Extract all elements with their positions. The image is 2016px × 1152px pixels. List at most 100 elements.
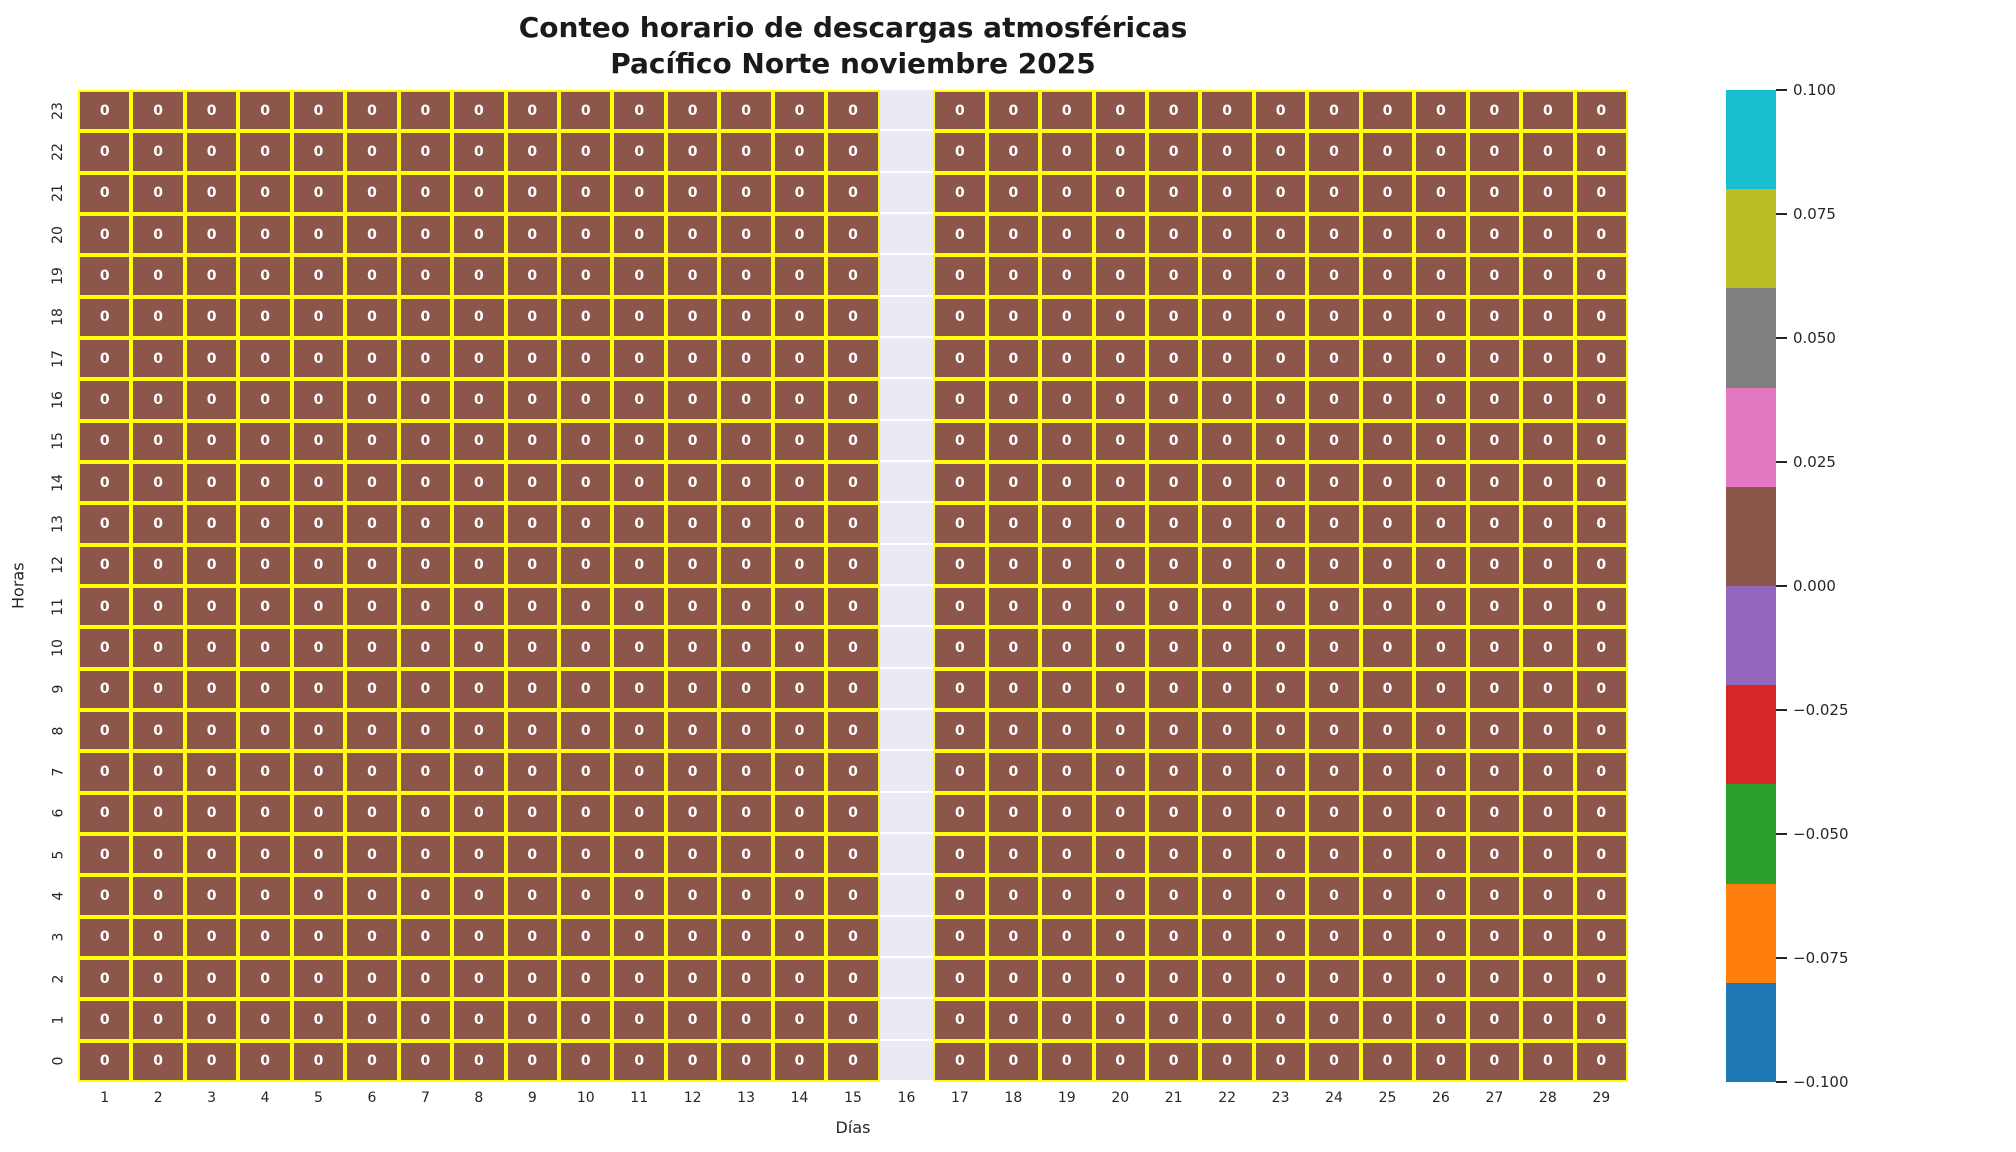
heatmap-cell: 0 bbox=[1200, 296, 1254, 338]
heatmap-cell: 0 bbox=[131, 461, 185, 504]
heatmap-cell: 0 bbox=[345, 172, 399, 214]
heatmap-cell: 0 bbox=[1360, 957, 1415, 1000]
colorbar-band bbox=[1726, 288, 1776, 388]
colorbar-tick-value: 0.025 bbox=[1793, 453, 1836, 471]
heatmap-cell: 0 bbox=[772, 999, 827, 1041]
heatmap-cell: 0 bbox=[665, 255, 720, 297]
heatmap-cell: 0 bbox=[1467, 999, 1522, 1041]
heatmap-cell: 0 bbox=[452, 627, 506, 669]
heatmap-cell: 0 bbox=[772, 751, 827, 793]
heatmap-cell: 0 bbox=[291, 131, 346, 173]
heatmap-cell: 0 bbox=[452, 999, 506, 1041]
heatmap-cell: 0 bbox=[986, 255, 1041, 297]
heatmap-cell: 0 bbox=[505, 875, 560, 917]
heatmap-cell-missing bbox=[879, 999, 934, 1041]
y-tick-label: 12 bbox=[49, 556, 66, 575]
heatmap-cell: 0 bbox=[1040, 1040, 1094, 1082]
heatmap-cell: 0 bbox=[826, 957, 880, 1000]
heatmap-cell: 0 bbox=[1360, 544, 1415, 586]
heatmap-cell: 0 bbox=[1146, 213, 1201, 256]
heatmap-cell: 0 bbox=[1093, 792, 1147, 834]
heatmap-cell: 0 bbox=[1200, 544, 1254, 586]
heatmap-cell: 0 bbox=[184, 751, 239, 793]
heatmap-cell: 0 bbox=[1093, 379, 1147, 421]
x-tick-label: 26 bbox=[1432, 1090, 1450, 1106]
y-tick-label: 9 bbox=[49, 684, 66, 694]
heatmap-cell: 0 bbox=[1146, 751, 1201, 793]
heatmap-cell-missing bbox=[879, 296, 934, 338]
heatmap-cell: 0 bbox=[452, 709, 506, 752]
heatmap-cell-missing bbox=[879, 1040, 934, 1082]
heatmap-cell: 0 bbox=[1414, 585, 1468, 628]
colorbar-tick-value: 0.050 bbox=[1793, 329, 1836, 347]
heatmap-cell: 0 bbox=[612, 420, 666, 462]
heatmap-cell: 0 bbox=[505, 957, 560, 1000]
heatmap-cell: 0 bbox=[505, 296, 560, 338]
heatmap-cell: 0 bbox=[345, 296, 399, 338]
heatmap-cell: 0 bbox=[1307, 875, 1361, 917]
heatmap-cell: 0 bbox=[1307, 999, 1361, 1041]
heatmap-cell: 0 bbox=[1467, 833, 1522, 876]
heatmap-cell: 0 bbox=[452, 131, 506, 173]
heatmap-cell: 0 bbox=[345, 379, 399, 421]
heatmap-cell: 0 bbox=[826, 916, 880, 958]
heatmap-cell: 0 bbox=[665, 379, 720, 421]
heatmap-cell: 0 bbox=[1146, 585, 1201, 628]
heatmap-cell: 0 bbox=[612, 337, 666, 380]
colorbar-band bbox=[1726, 685, 1776, 785]
heatmap-cell: 0 bbox=[612, 585, 666, 628]
heatmap-cell: 0 bbox=[291, 585, 346, 628]
heatmap-cell: 0 bbox=[291, 379, 346, 421]
heatmap-cell: 0 bbox=[1414, 668, 1468, 710]
heatmap-cell: 0 bbox=[238, 172, 292, 214]
heatmap-cell: 0 bbox=[1467, 916, 1522, 958]
heatmap-cell: 0 bbox=[933, 999, 987, 1041]
heatmap-cell: 0 bbox=[1360, 172, 1415, 214]
heatmap-cell: 0 bbox=[398, 833, 453, 876]
heatmap-cell: 0 bbox=[719, 544, 773, 586]
heatmap-cell: 0 bbox=[1146, 379, 1201, 421]
heatmap-cell: 0 bbox=[505, 337, 560, 380]
heatmap-cell: 0 bbox=[933, 337, 987, 380]
heatmap-cell: 0 bbox=[1040, 585, 1094, 628]
heatmap-cell: 0 bbox=[398, 585, 453, 628]
colorbar-tick-value: 0.075 bbox=[1793, 205, 1836, 223]
heatmap-cell: 0 bbox=[1574, 131, 1628, 173]
x-tick-label: 12 bbox=[683, 1090, 702, 1106]
heatmap-cell: 0 bbox=[612, 1040, 666, 1082]
heatmap-cell-missing bbox=[879, 709, 934, 752]
heatmap-cell: 0 bbox=[612, 379, 666, 421]
heatmap-cell: 0 bbox=[1360, 503, 1415, 545]
heatmap-cell: 0 bbox=[1093, 255, 1147, 297]
heatmap-cell: 0 bbox=[78, 90, 132, 132]
heatmap-cell: 0 bbox=[238, 627, 292, 669]
heatmap-cell: 0 bbox=[398, 668, 453, 710]
heatmap-cell: 0 bbox=[1146, 503, 1201, 545]
heatmap-cell: 0 bbox=[1040, 792, 1094, 834]
heatmap-cell: 0 bbox=[1200, 751, 1254, 793]
heatmap-cell: 0 bbox=[1574, 461, 1628, 504]
heatmap-cell: 0 bbox=[398, 627, 453, 669]
heatmap-cell: 0 bbox=[1360, 709, 1415, 752]
heatmap-cell: 0 bbox=[1146, 131, 1201, 173]
heatmap-cell: 0 bbox=[452, 833, 506, 876]
x-tick-label: 2 bbox=[153, 1090, 163, 1106]
heatmap-cell: 0 bbox=[1146, 255, 1201, 297]
heatmap-cell: 0 bbox=[1040, 751, 1094, 793]
heatmap-cell: 0 bbox=[291, 709, 346, 752]
colorbar-tick-mark bbox=[1776, 337, 1787, 339]
colorbar-tick: −0.050 bbox=[1776, 825, 1849, 843]
heatmap-cell: 0 bbox=[1307, 916, 1361, 958]
x-tick-label: 1 bbox=[100, 1090, 110, 1106]
heatmap-cell: 0 bbox=[772, 90, 827, 132]
heatmap-cell: 0 bbox=[1253, 296, 1308, 338]
y-tick-label: 14 bbox=[49, 473, 66, 492]
heatmap-cell: 0 bbox=[184, 503, 239, 545]
heatmap-cell: 0 bbox=[1093, 461, 1147, 504]
heatmap-cell: 0 bbox=[1307, 255, 1361, 297]
x-tick-label: 11 bbox=[630, 1090, 649, 1106]
x-tick-label: 20 bbox=[1111, 1090, 1130, 1106]
y-tick-label: 11 bbox=[49, 597, 66, 616]
heatmap-cell: 0 bbox=[612, 709, 666, 752]
heatmap-cell: 0 bbox=[238, 296, 292, 338]
